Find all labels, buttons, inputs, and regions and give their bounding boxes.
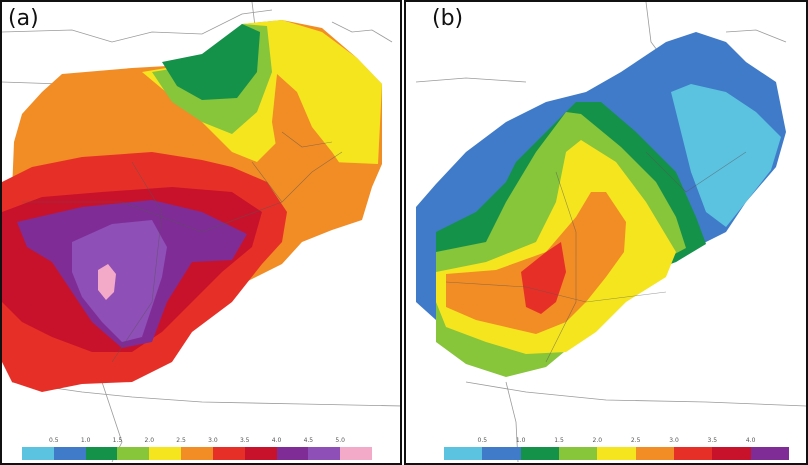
- colorbar-tick-label: 1.0: [80, 437, 91, 444]
- colorbar-tick-label: 2.0: [592, 437, 603, 444]
- colorbar-swatch: [181, 447, 214, 460]
- colorbar-swatch: [244, 447, 278, 460]
- colorbar-swatch: [276, 447, 309, 460]
- contour-violet-a: [72, 220, 167, 342]
- colorbar-tick-label: 4.5: [303, 437, 314, 444]
- map-b-svg: [415, 2, 806, 463]
- colorbar-swatch: [674, 447, 713, 460]
- colorbar-swatch: [559, 447, 598, 460]
- colorbar-tick-label: 3.0: [208, 437, 218, 444]
- colorbar-swatch: [444, 447, 483, 460]
- colorbar-tick-label: 4.0: [271, 437, 282, 444]
- map-a-svg: [2, 2, 400, 463]
- colorbar-swatch: [212, 447, 246, 460]
- colorbar-swatch: [482, 447, 522, 460]
- panel-label-a: (a): [8, 6, 39, 31]
- colorbar-swatch: [53, 447, 87, 460]
- basemap-overlay-a: [22, 131, 343, 363]
- panel-label-b: (b): [432, 6, 464, 31]
- colorbar-swatch: [149, 447, 182, 460]
- map-panel-a: (a) 0.5 1.0 1.5 2.0 2.5 3.0 3.5 4.0 4.5 5.0: [0, 0, 402, 465]
- colorbar-tick-label: 3.5: [239, 437, 250, 444]
- colorbar-tick-label: 0.5: [49, 437, 59, 444]
- contour-pink-a: [98, 264, 116, 300]
- map-panel-b: (b) 0.5 1.0 1.5 2.0 2.5 3.0 3.5 4.0: [404, 0, 808, 465]
- colorbar-swatch: [635, 447, 675, 460]
- colorbar-a: 0.5 1.0 1.5 2.0 2.5 3.0 3.5 4.0 4.5 5.0: [22, 437, 373, 460]
- contour-red-b: [521, 242, 566, 314]
- colorbar-tick-label: 1.5: [554, 437, 564, 444]
- colorbar-tick-label: 3.5: [707, 437, 718, 444]
- colorbar-tick-label: 2.5: [176, 437, 186, 444]
- colorbar-tick-label: 5.0: [335, 437, 345, 444]
- colorbar-tick-label: 2.0: [144, 437, 155, 444]
- colorbar-swatch: [85, 447, 118, 460]
- colorbar-swatch: [22, 447, 55, 460]
- colorbar-swatch: [750, 447, 790, 460]
- contour-darkgreen-a: [162, 24, 260, 100]
- colorbar-tick-label: 1.5: [112, 437, 123, 444]
- colorbar-swatch: [520, 447, 560, 460]
- colorbar-swatch: [117, 447, 150, 460]
- colorbar-swatch: [712, 447, 752, 460]
- colorbar-tick-label: 3.0: [669, 437, 679, 444]
- colorbar-tick-label: 0.5: [477, 437, 488, 444]
- colorbar-tick-label: 1.0: [515, 437, 526, 444]
- contour-lightblue-b: [671, 84, 781, 227]
- colorbar-swatch: [340, 447, 373, 460]
- contour-orange2-a: [272, 74, 347, 182]
- colorbar-b: 0.5 1.0 1.5 2.0 2.5 3.0 3.5 4.0: [444, 437, 790, 460]
- colorbar-swatch: [597, 447, 637, 460]
- colorbar-swatch: [308, 447, 341, 460]
- colorbar-tick-label: 4.0: [745, 437, 756, 444]
- basemap-overlay-b: [445, 151, 747, 363]
- colorbar-tick-label: 2.5: [630, 437, 641, 444]
